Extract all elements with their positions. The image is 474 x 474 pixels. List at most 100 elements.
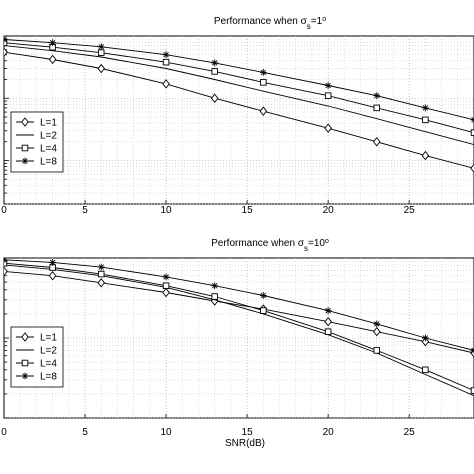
data-point-l4 (97, 49, 105, 56)
x-tick-label: 25 (404, 205, 416, 216)
x-tick-labels: 0 5 10 15 20 25 (1, 414, 415, 438)
legend-marker (21, 117, 29, 127)
data-point-l4 (422, 116, 429, 124)
x-tick-label: 25 (404, 427, 416, 438)
legend-label: L=1 (40, 118, 57, 129)
data-point-l1 (259, 106, 268, 116)
data-point-l1 (421, 150, 430, 161)
data-point-l8 (259, 292, 267, 299)
data-point-l1 (372, 137, 381, 147)
series-line-l1 (4, 51, 474, 169)
legend: L=1 L=2 L=4 L=8 (10, 326, 64, 388)
legend: L=1 L=2 L=4 L=8 (10, 111, 64, 173)
chart-title: Performance when σs=1o (214, 16, 326, 31)
x-tick-label: 0 (1, 427, 7, 438)
data-point-l1 (162, 287, 170, 298)
data-point-l8 (259, 69, 267, 76)
series-line-l1 (4, 270, 474, 354)
x-tick-label: 10 (161, 427, 173, 438)
data-point-l1 (162, 79, 170, 89)
x-tick-label: 20 (323, 205, 335, 216)
legend-items: L=1 L=2 L=4 L=8 (16, 332, 57, 383)
legend-items: L=1 L=2 L=4 L=8 (16, 117, 57, 168)
data-point-l4 (162, 282, 170, 289)
data-point-l4 (211, 68, 218, 75)
data-point-l1 (48, 271, 57, 281)
legend-marker (21, 157, 29, 165)
data-point-l1 (324, 123, 332, 133)
data-point-l8 (4, 258, 8, 264)
data-point-l8 (211, 282, 219, 290)
data-point-l4 (260, 307, 267, 314)
data-point-l4 (211, 293, 218, 300)
data-point-l8 (373, 320, 381, 328)
data-point-l4 (324, 328, 332, 335)
legend-label: L=4 (40, 359, 57, 370)
data-point-l8 (162, 273, 170, 281)
data-point-l8 (4, 36, 8, 43)
data-point-l4 (324, 92, 332, 99)
x-tick-label: 10 (161, 205, 173, 216)
x-tick-label: 5 (82, 205, 88, 216)
data-point-l8 (373, 92, 381, 100)
data-point-l4 (470, 129, 474, 136)
chart-panel-bottom: Performance when σs=10o 0 5 10 15 20 25 L=1L=… (1, 238, 474, 449)
data-point-l4 (260, 79, 267, 86)
x-tick-label: 15 (242, 427, 254, 438)
legend-label: L=4 (40, 144, 57, 155)
data-point-l8 (49, 39, 57, 47)
data-point-l4 (97, 270, 105, 278)
legend-label: L=1 (40, 333, 57, 344)
data-point-l1 (97, 278, 106, 288)
x-axis-label: SNR(dB) (225, 438, 265, 449)
data-point-l8 (49, 259, 57, 266)
series-line-l8 (4, 259, 474, 351)
chart-title: Performance when σs=10o (211, 238, 329, 253)
data-point-l1 (210, 93, 219, 103)
data-point-l8 (324, 82, 332, 89)
series-clip (4, 36, 474, 173)
data-point-l4 (4, 39, 8, 46)
legend-label: L=2 (40, 131, 57, 142)
data-point-l8 (97, 43, 105, 51)
data-point-l8 (162, 51, 170, 59)
series-line-l4 (4, 262, 474, 392)
data-point-l1 (48, 54, 57, 65)
data-point-l8 (470, 346, 474, 354)
data-point-l1 (324, 316, 332, 327)
series-line-l2 (4, 264, 474, 397)
legend-label: L=8 (40, 372, 57, 383)
data-point-l4 (4, 259, 8, 267)
series-layer (4, 36, 474, 173)
x-tick-label: 15 (242, 205, 254, 216)
data-point-l8 (324, 307, 332, 315)
data-point-l1 (4, 266, 8, 277)
data-point-l4 (373, 347, 381, 354)
data-point-l8 (470, 116, 474, 124)
legend-marker (21, 332, 29, 342)
legend-label: L=8 (40, 157, 57, 168)
legend-marker (21, 359, 29, 367)
data-point-l1 (4, 47, 8, 57)
x-tick-label: 5 (82, 427, 88, 438)
data-point-l1 (470, 163, 474, 173)
data-point-l8 (211, 59, 219, 67)
x-tick-label: 0 (1, 205, 7, 216)
x-tick-labels: 0 5 10 15 20 25 (1, 200, 415, 216)
series-layer (4, 258, 474, 397)
data-point-l1 (372, 326, 381, 337)
data-point-l1 (97, 63, 106, 74)
series-line-l4 (4, 42, 474, 134)
series-clip (4, 258, 474, 397)
data-point-l8 (421, 104, 429, 112)
grid (4, 258, 474, 419)
data-point-l4 (470, 387, 474, 394)
chart-panel-top: Performance when σs=1o 0 5 10 15 20 25 L=1 L=2… (1, 16, 474, 216)
series-line-l8 (4, 39, 474, 121)
legend-label: L=2 (40, 346, 57, 357)
legend-marker (21, 144, 29, 152)
series-line-l2 (4, 45, 474, 146)
legend-marker (21, 372, 29, 380)
plot-frame (3, 35, 474, 205)
